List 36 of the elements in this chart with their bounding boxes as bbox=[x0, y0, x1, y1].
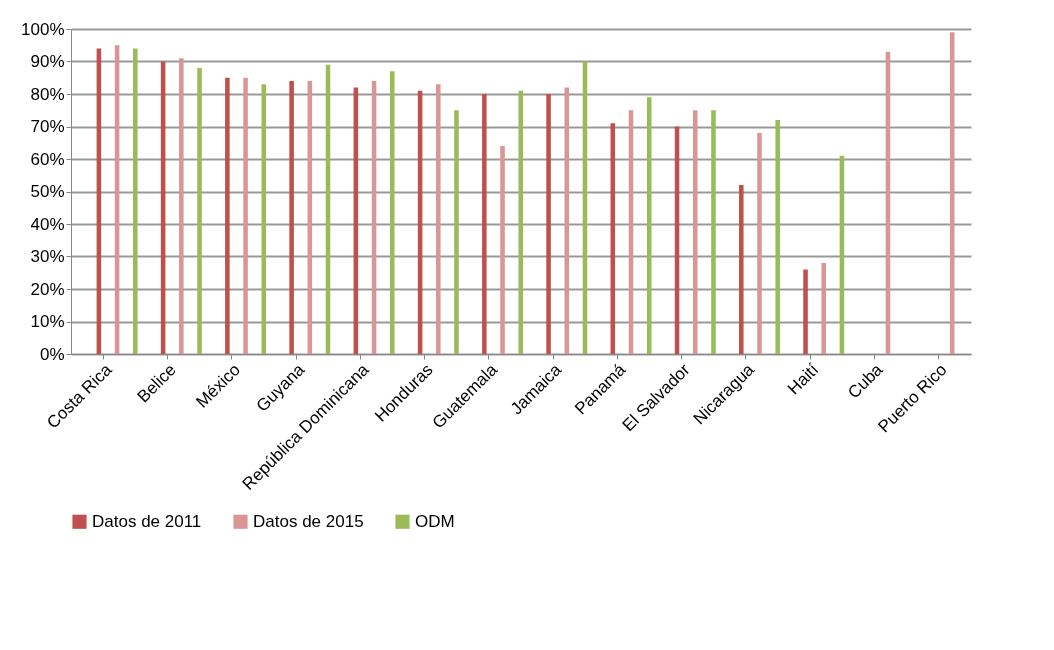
y-tick-label: 0% bbox=[39, 344, 65, 364]
y-tick-label: 20% bbox=[30, 279, 65, 299]
bar bbox=[389, 71, 395, 354]
bar bbox=[500, 146, 505, 354]
bar bbox=[692, 110, 698, 354]
bar bbox=[436, 84, 441, 354]
bar bbox=[546, 94, 551, 354]
bar bbox=[225, 77, 230, 354]
bar bbox=[133, 48, 138, 354]
bar bbox=[775, 120, 780, 354]
bar bbox=[197, 68, 202, 354]
bar bbox=[757, 133, 762, 354]
bar bbox=[482, 94, 487, 354]
legend-label: Datos de 2015 bbox=[253, 511, 364, 531]
bar bbox=[179, 58, 184, 354]
bar bbox=[739, 185, 744, 354]
bar bbox=[821, 263, 827, 354]
bar bbox=[564, 87, 570, 354]
y-tick-label: 60% bbox=[30, 149, 65, 169]
bar bbox=[261, 84, 267, 354]
bar bbox=[243, 77, 248, 354]
y-tick-label: 50% bbox=[30, 182, 65, 201]
legend-label: ODM bbox=[415, 511, 455, 531]
bar bbox=[289, 81, 294, 354]
y-tick-label: 100% bbox=[21, 19, 65, 39]
y-tick-label: 40% bbox=[30, 214, 65, 234]
y-tick-label: 90% bbox=[30, 52, 65, 71]
y-tick-label: 10% bbox=[30, 312, 65, 331]
bar bbox=[711, 110, 716, 354]
y-tick-label: 30% bbox=[30, 247, 65, 266]
y-tick-label: 80% bbox=[30, 84, 65, 104]
y-tick-label: 70% bbox=[30, 117, 65, 136]
legend-label: Datos de 2011 bbox=[92, 511, 202, 531]
bar bbox=[454, 110, 459, 354]
bar bbox=[518, 90, 524, 354]
bar bbox=[803, 269, 808, 354]
